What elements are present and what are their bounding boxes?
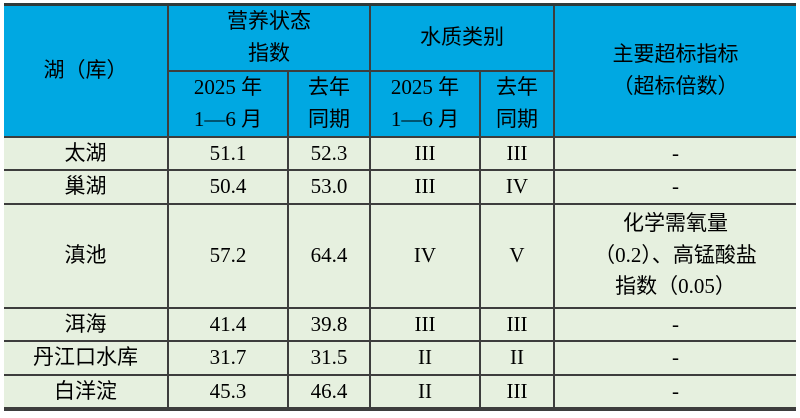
header-exceed-indicator-cell: 主要超标指标 （超标倍数）: [553, 3, 796, 138]
table-row-chaohu: 巢湖 50.4 53.0 III IV -: [4, 169, 796, 205]
cell-class-prev: III: [479, 306, 555, 342]
cell-index-2025: 51.1: [167, 135, 289, 171]
cell-exceed-indicator: -: [553, 135, 796, 171]
cell-index-prev: 39.8: [287, 306, 371, 342]
cell-index-prev: 64.4: [287, 202, 371, 309]
cell-class-2025: II: [369, 340, 481, 376]
cell-exceed-indicator: -: [553, 169, 796, 205]
cell-exceed-indicator: 化学需氧量 （0.2）、高锰酸盐 指数（0.05）: [553, 202, 796, 309]
cell-index-2025: 45.3: [167, 373, 289, 410]
cell-lake-name: 滇池: [4, 202, 169, 309]
cell-lake-name: 丹江口水库: [4, 340, 169, 376]
table-row-danjiangkou: 丹江口水库 31.7 31.5 II II -: [4, 340, 796, 376]
cell-class-2025: II: [369, 373, 481, 410]
header-row-periods: 2025 年 1—6 月 去年 同期 2025 年 1—6 月 去年 同期: [4, 69, 796, 138]
table-row-baiyangdian: 白洋淀 45.3 46.4 II III -: [4, 373, 796, 410]
cell-lake-name: 洱海: [4, 306, 169, 342]
cell-index-prev: 46.4: [287, 373, 371, 410]
table-row-dianchi: 滇池 57.2 64.4 IV V 化学需氧量 （0.2）、高锰酸盐 指数（0.…: [4, 202, 796, 309]
cell-index-2025: 41.4: [167, 306, 289, 342]
header-nutrition-period-lastyear: 去年 同期: [287, 69, 371, 138]
header-lake-cell: 湖（库）: [4, 3, 169, 138]
cell-class-prev: V: [479, 202, 555, 309]
cell-exceed-indicator: -: [553, 373, 796, 410]
cell-class-prev: III: [479, 135, 555, 171]
cell-class-2025: III: [369, 169, 481, 205]
cell-lake-name: 巢湖: [4, 169, 169, 205]
cell-class-prev: III: [479, 373, 555, 410]
header-quality-period-lastyear: 去年 同期: [479, 69, 554, 138]
header-water-quality-group: 水质类别: [369, 3, 555, 72]
cell-index-2025: 50.4: [167, 169, 289, 205]
water-quality-table: 湖（库） 营养状态 指数 水质类别 主要超标指标 （超标倍数） 2025 年 1…: [4, 3, 796, 411]
cell-lake-name: 白洋淀: [4, 373, 169, 410]
table-row-erhai: 洱海 41.4 39.8 III III -: [4, 306, 796, 342]
cell-exceed-indicator: -: [553, 340, 796, 376]
cell-index-2025: 31.7: [167, 340, 289, 376]
cell-class-prev: II: [479, 340, 555, 376]
header-nutrition-period-2025: 2025 年 1—6 月: [168, 69, 289, 138]
header-nutrition-index-group: 营养状态 指数: [167, 3, 371, 72]
table-row-taihu: 太湖 51.1 52.3 III III -: [4, 135, 796, 171]
cell-exceed-indicator: -: [553, 306, 796, 342]
header-row-groups: 湖（库） 营养状态 指数 水质类别 主要超标指标 （超标倍数）: [4, 3, 796, 138]
cell-class-2025: III: [369, 306, 481, 342]
cell-lake-name: 太湖: [4, 135, 169, 171]
header-quality-period-2025: 2025 年 1—6 月: [369, 69, 481, 138]
cell-index-prev: 53.0: [287, 169, 371, 205]
cell-class-prev: IV: [479, 169, 555, 205]
cell-class-2025: IV: [369, 202, 481, 309]
cell-class-2025: III: [369, 135, 481, 171]
cell-index-2025: 57.2: [167, 202, 289, 309]
cell-index-prev: 52.3: [287, 135, 371, 171]
cell-index-prev: 31.5: [287, 340, 371, 376]
